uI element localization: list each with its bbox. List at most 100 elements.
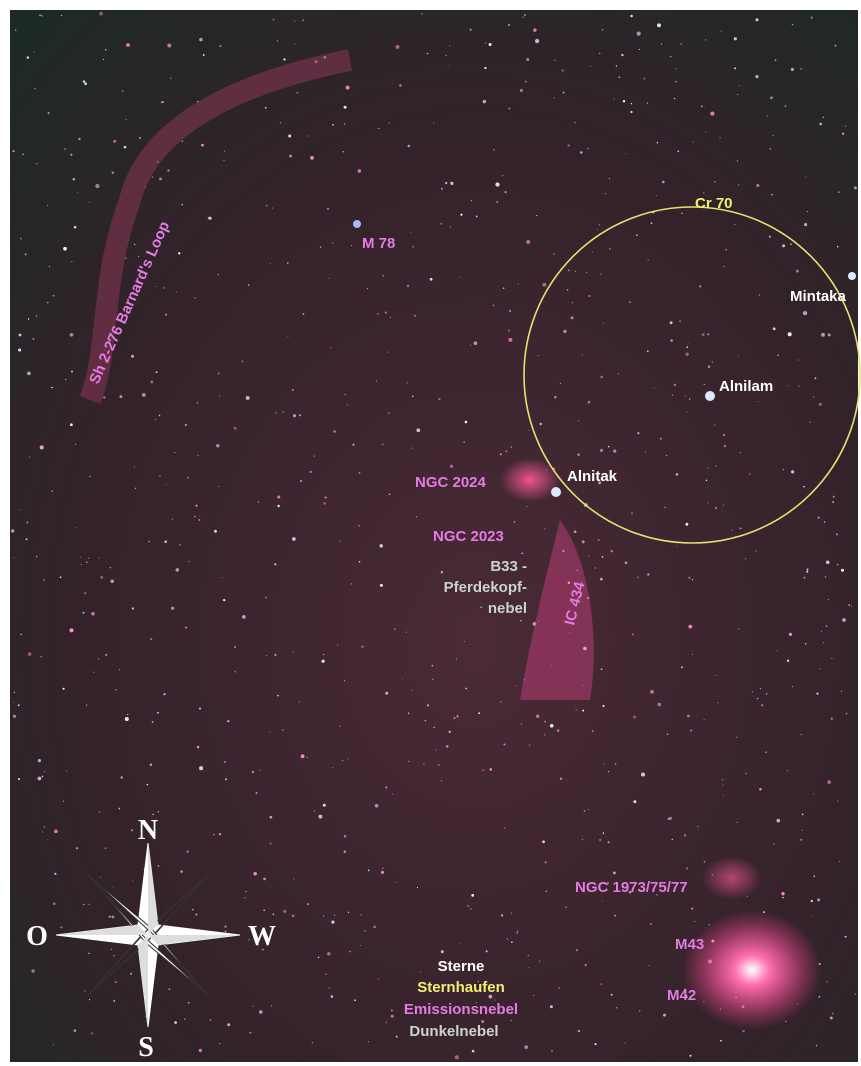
star: [54, 829, 58, 833]
star: [582, 839, 583, 840]
star: [302, 19, 304, 21]
star: [842, 618, 846, 622]
star: [647, 573, 649, 575]
star: [600, 376, 603, 379]
star: [414, 315, 416, 317]
label: M42: [667, 987, 696, 1004]
star: [322, 660, 325, 663]
star: [736, 822, 737, 823]
star: [838, 191, 840, 193]
star: [769, 235, 771, 237]
star: [792, 24, 793, 25]
star: [520, 89, 523, 92]
star: [592, 252, 593, 253]
star: [42, 831, 43, 832]
star: [69, 628, 73, 632]
star: [159, 415, 161, 417]
star: [502, 175, 503, 176]
star: [705, 132, 706, 133]
star: [218, 274, 219, 275]
star: [553, 97, 554, 98]
star: [500, 453, 502, 455]
star: [51, 490, 53, 492]
star: [572, 302, 573, 303]
star: [325, 974, 327, 976]
star: [771, 194, 773, 196]
star: [560, 383, 561, 384]
star: [625, 561, 628, 564]
star: [704, 719, 705, 720]
star: [650, 690, 654, 694]
star: [551, 1050, 552, 1051]
star: [599, 839, 601, 841]
star: [391, 1010, 393, 1012]
star: [184, 1019, 185, 1020]
star: [301, 754, 305, 758]
star: [109, 916, 111, 918]
star: [630, 15, 633, 18]
star: [343, 151, 344, 152]
star: [283, 58, 285, 60]
star: [516, 685, 517, 686]
star: [396, 1036, 398, 1038]
legend-item: Sternhaufen: [417, 979, 505, 996]
star: [38, 777, 42, 781]
star: [273, 19, 275, 21]
star: [256, 792, 258, 794]
star: [526, 506, 527, 507]
star: [830, 1016, 833, 1019]
star: [88, 904, 89, 905]
star: [575, 271, 576, 272]
star: [20, 634, 22, 636]
star: [346, 86, 350, 90]
star: [472, 1050, 475, 1053]
star: [824, 521, 826, 523]
star: [817, 899, 820, 902]
star: [656, 195, 657, 196]
star: [323, 502, 326, 505]
star: [105, 654, 107, 656]
star: [686, 412, 687, 413]
star: [676, 473, 679, 476]
star: [603, 763, 604, 764]
star: [332, 124, 334, 126]
star: [739, 85, 740, 86]
star: [182, 140, 184, 142]
star: [25, 253, 27, 255]
star: [181, 204, 183, 206]
star: [91, 612, 95, 616]
star: [715, 675, 716, 676]
star: [737, 160, 738, 161]
star: [828, 333, 831, 336]
star-alnilam: [705, 391, 715, 401]
star: [595, 567, 597, 569]
star: [188, 561, 190, 563]
star: [187, 851, 189, 853]
star: [568, 269, 570, 271]
star: [644, 78, 646, 80]
star: [719, 137, 720, 138]
star: [448, 731, 450, 733]
star: [603, 832, 604, 833]
star: [246, 396, 250, 400]
star: [603, 322, 604, 323]
star: [510, 1020, 512, 1022]
star: [431, 665, 433, 667]
star: [283, 910, 286, 913]
star: [282, 729, 283, 730]
star: [113, 955, 114, 956]
star: [501, 914, 503, 916]
star: [47, 205, 48, 206]
star: [666, 455, 667, 456]
star: [571, 317, 574, 320]
star: [113, 1000, 115, 1002]
star: [277, 40, 278, 41]
star: [270, 843, 272, 845]
star: [11, 529, 14, 532]
star: [14, 557, 15, 558]
star: [517, 931, 518, 932]
star: [636, 234, 638, 236]
star: [616, 1007, 617, 1008]
star: [706, 480, 707, 481]
star: [277, 496, 280, 499]
